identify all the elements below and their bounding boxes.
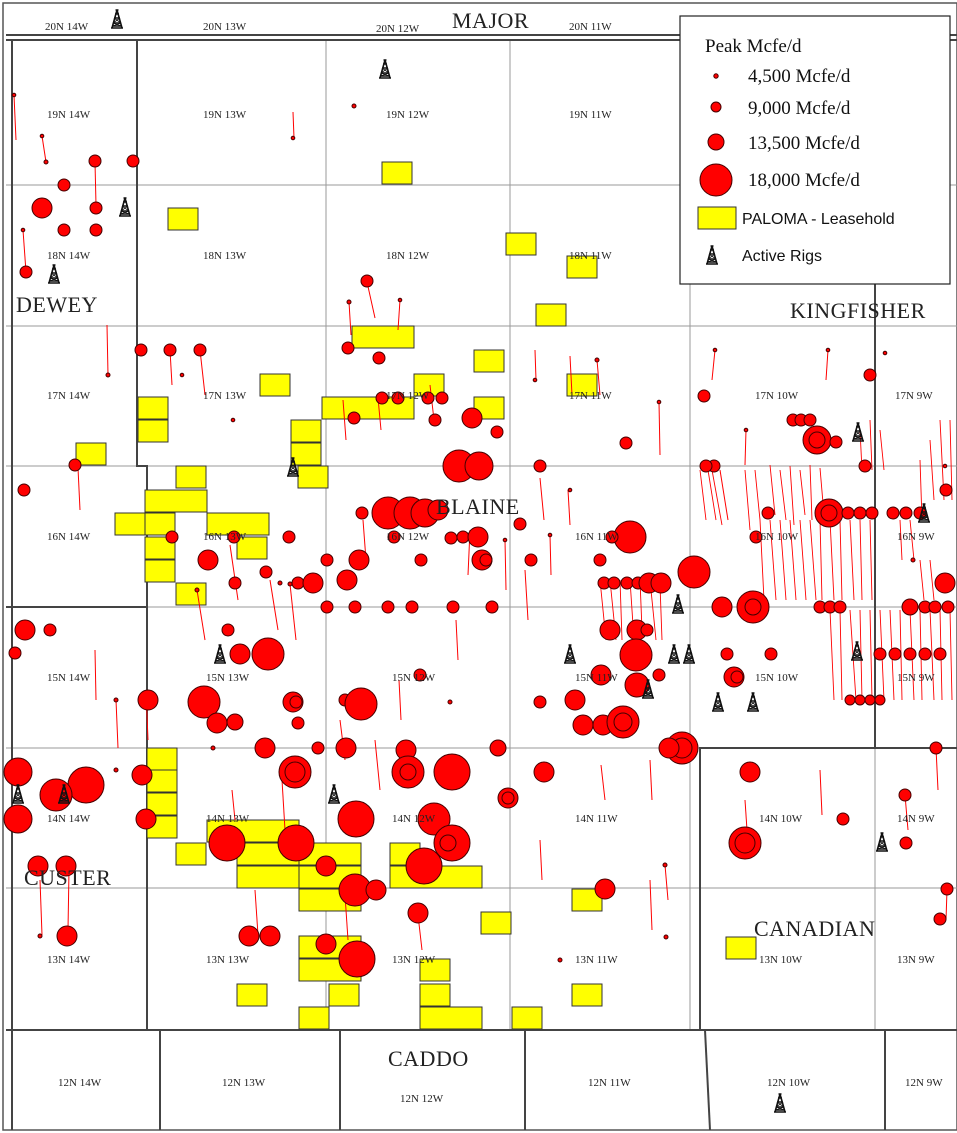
- township-label: 18N 14W: [47, 250, 91, 262]
- township-label: 13N 9W: [897, 954, 935, 966]
- township-label: 12N 12W: [400, 1093, 444, 1105]
- township-label: 20N 11W: [569, 21, 612, 33]
- legend-title: Peak Mcfe/d: [705, 36, 802, 57]
- legend-box: [679, 15, 951, 285]
- township-label: 16N 10W: [755, 531, 799, 543]
- township-label: 13N 10W: [759, 954, 803, 966]
- county-label-kingfisher: KINGFISHER: [790, 298, 926, 323]
- township-label: 14N 13W: [206, 813, 250, 825]
- township-label: 17N 9W: [895, 390, 933, 402]
- township-label: 14N 12W: [392, 813, 436, 825]
- township-label: 17N 14W: [47, 390, 91, 402]
- township-label: 14N 11W: [575, 813, 618, 825]
- township-label: 18N 11W: [569, 250, 612, 262]
- township-label: 16N 13W: [203, 531, 247, 543]
- township-label: 16N 12W: [386, 531, 430, 543]
- township-label: 20N 14W: [45, 21, 89, 33]
- township-label: 15N 9W: [897, 672, 935, 684]
- township-label: 13N 11W: [575, 954, 618, 966]
- legend-size-marker: [713, 73, 719, 79]
- township-label: 13N 14W: [47, 954, 91, 966]
- township-label: 12N 11W: [588, 1077, 631, 1089]
- township-label: 12N 10W: [767, 1077, 811, 1089]
- township-label: 18N 12W: [386, 250, 430, 262]
- county-label-blaine: BLAINE: [436, 494, 520, 519]
- township-label: 16N 11W: [575, 531, 618, 543]
- legend-size-label: 9,000 Mcfe/d: [748, 98, 851, 119]
- legend-size-label: 18,000 Mcfe/d: [748, 170, 860, 191]
- township-label: 17N 12W: [386, 390, 430, 402]
- township-label: 12N 9W: [905, 1077, 943, 1089]
- township-label: 17N 10W: [755, 390, 799, 402]
- township-label: 12N 13W: [222, 1077, 266, 1089]
- legend: Peak Mcfe/d 4,500 Mcfe/d 9,000 Mcfe/d 13…: [679, 15, 951, 285]
- township-label: 12N 14W: [58, 1077, 102, 1089]
- county-label-major: MAJOR: [452, 8, 529, 33]
- township-label: 19N 11W: [569, 109, 612, 121]
- township-label: 15N 13W: [206, 672, 250, 684]
- legend-size-marker: [710, 101, 722, 113]
- township-label: 14N 9W: [897, 813, 935, 825]
- township-label: 13N 13W: [206, 954, 250, 966]
- township-label: 20N 12W: [376, 23, 420, 35]
- township-label: 19N 13W: [203, 109, 247, 121]
- township-label: 15N 12W: [392, 672, 436, 684]
- county-labels: MAJOR DEWEY KINGFISHER BLAINE CUSTER CAN…: [16, 8, 926, 1071]
- county-label-dewey: DEWEY: [16, 292, 98, 317]
- township-label: 15N 14W: [47, 672, 91, 684]
- legend-size-marker: [707, 133, 725, 151]
- township-label: 19N 14W: [47, 109, 91, 121]
- township-label: 16N 14W: [47, 531, 91, 543]
- county-label-canadian: CANADIAN: [754, 916, 875, 941]
- legend-size-label: 4,500 Mcfe/d: [748, 66, 851, 87]
- township-label: 17N 11W: [569, 390, 612, 402]
- township-label: 14N 10W: [759, 813, 803, 825]
- legend-rigs-label: Active Rigs: [742, 248, 822, 265]
- township-label: 20N 13W: [203, 21, 247, 33]
- township-label: 17N 13W: [203, 390, 247, 402]
- legend-leasehold-swatch: [697, 206, 737, 230]
- well-markers: [3, 92, 956, 978]
- township-label: 16N 9W: [897, 531, 935, 543]
- legend-size-marker: [699, 163, 733, 197]
- township-label: 14N 14W: [47, 813, 91, 825]
- township-labels: 20N 14W 20N 13W 20N 12W 20N 11W 19N 14W …: [45, 21, 943, 1105]
- township-label: 19N 12W: [386, 109, 430, 121]
- legend-leasehold-label: PALOMA - Leasehold: [742, 211, 895, 228]
- well-laterals: [13, 94, 948, 951]
- township-label: 15N 11W: [575, 672, 618, 684]
- township-label: 15N 10W: [755, 672, 799, 684]
- legend-size-label: 13,500 Mcfe/d: [748, 133, 860, 154]
- township-label: 18N 13W: [203, 250, 247, 262]
- township-label: 13N 12W: [392, 954, 436, 966]
- county-label-caddo: CADDO: [388, 1046, 469, 1071]
- county-label-custer: CUSTER: [24, 865, 111, 890]
